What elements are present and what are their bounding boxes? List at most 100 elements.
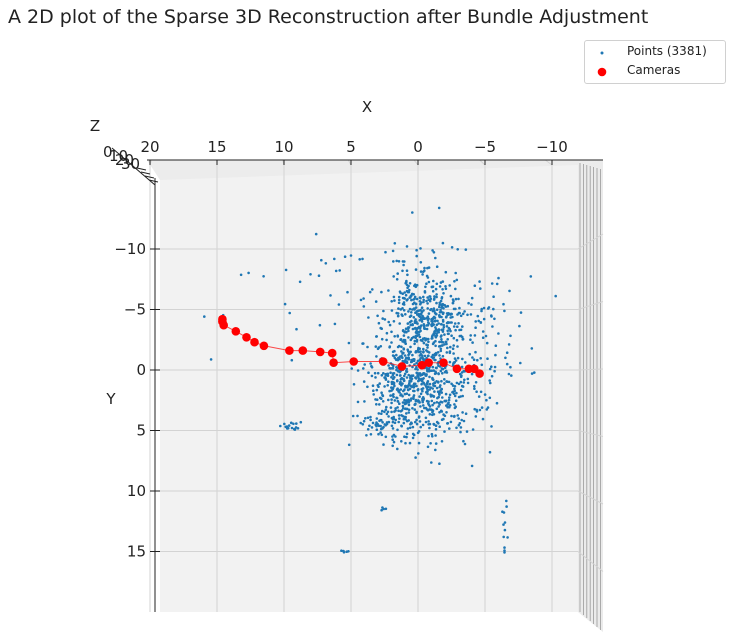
point-969 xyxy=(399,338,402,342)
point-641 xyxy=(414,420,417,424)
point-1219 xyxy=(503,309,506,313)
y-tick-label-2: 0 xyxy=(136,361,146,379)
point-1327 xyxy=(413,308,416,311)
point-1248 xyxy=(490,314,493,317)
camera-10 xyxy=(327,348,337,358)
point-1261 xyxy=(472,358,476,362)
point-1163 xyxy=(375,403,378,406)
point-514 xyxy=(447,326,451,330)
point-538 xyxy=(418,420,422,423)
point-837 xyxy=(449,420,453,424)
point-97 xyxy=(493,317,496,321)
point-179 xyxy=(433,297,436,301)
point-1194 xyxy=(286,427,289,430)
point-817 xyxy=(453,403,456,406)
point-841 xyxy=(433,381,436,384)
point-1388 xyxy=(503,549,506,552)
grid-line-right-3 xyxy=(577,430,604,437)
point-962 xyxy=(381,400,385,403)
point-526 xyxy=(435,401,439,404)
point-16 xyxy=(418,300,422,303)
point-700 xyxy=(422,351,425,354)
point-862 xyxy=(452,392,456,396)
point-1182 xyxy=(299,420,303,424)
point-662 xyxy=(385,405,388,409)
point-1210 xyxy=(470,296,474,300)
point-578 xyxy=(464,412,468,416)
point-319 xyxy=(435,323,439,327)
point-1317 xyxy=(427,280,431,284)
point-1197 xyxy=(293,427,297,431)
point-781 xyxy=(453,387,456,391)
point-539 xyxy=(462,419,466,423)
point-272 xyxy=(427,340,430,344)
point-773 xyxy=(351,414,355,418)
point-1347 xyxy=(405,299,409,302)
point-865 xyxy=(433,401,436,405)
point-1154 xyxy=(375,421,378,424)
point-1365 xyxy=(423,269,426,273)
point-410 xyxy=(431,353,435,357)
point-871 xyxy=(407,403,411,407)
point-1129 xyxy=(397,420,401,424)
point-1272 xyxy=(437,364,440,368)
point-359 xyxy=(444,287,448,291)
point-707 xyxy=(421,423,425,427)
point-1283 xyxy=(422,372,425,375)
point-71 xyxy=(442,292,445,295)
point-298 xyxy=(469,313,473,316)
point-391 xyxy=(423,290,427,293)
point-1136 xyxy=(361,423,365,426)
point-1165 xyxy=(400,424,404,428)
point-1078 xyxy=(395,368,398,372)
point-635 xyxy=(430,461,433,464)
grid-line-right-5 xyxy=(577,551,604,572)
point-856 xyxy=(434,442,438,445)
point-1296 xyxy=(440,440,444,443)
point-932 xyxy=(413,385,416,388)
point-586 xyxy=(445,411,448,414)
point-1067 xyxy=(405,330,408,334)
point-357 xyxy=(431,249,434,252)
point-1247 xyxy=(443,378,446,381)
point-495 xyxy=(410,336,414,340)
point-483 xyxy=(411,323,415,327)
point-1253 xyxy=(456,313,459,316)
point-1106 xyxy=(407,398,410,402)
point-1055 xyxy=(390,330,393,334)
point-1295 xyxy=(446,402,450,405)
point-1352 xyxy=(444,270,448,274)
point-881 xyxy=(461,411,464,414)
point-885 xyxy=(459,375,463,379)
point-1041 xyxy=(374,376,377,379)
point-787 xyxy=(474,415,478,418)
point-412 xyxy=(407,290,411,294)
z-tick-mark-3 xyxy=(148,179,159,183)
point-1119 xyxy=(392,354,396,358)
point-374 xyxy=(384,250,387,254)
point-521 xyxy=(395,373,399,377)
point-188 xyxy=(454,287,457,291)
point-765 xyxy=(427,354,430,358)
point-1303 xyxy=(443,414,447,418)
point-1396 xyxy=(342,549,345,553)
point-1115 xyxy=(401,356,404,360)
point-993 xyxy=(400,345,403,349)
camera-12 xyxy=(349,357,359,366)
point-868 xyxy=(415,422,419,426)
point-1023 xyxy=(375,388,379,392)
point-784 xyxy=(400,440,403,443)
point-1313 xyxy=(434,424,438,428)
point-651 xyxy=(425,382,429,385)
point-827 xyxy=(465,430,469,433)
point-1224 xyxy=(457,297,460,301)
point-984 xyxy=(390,341,393,344)
point-749 xyxy=(420,382,423,386)
point-643 xyxy=(429,442,432,445)
point-942 xyxy=(396,335,400,338)
point-1096 xyxy=(361,342,364,345)
point-401 xyxy=(456,325,459,329)
point-1220 xyxy=(490,425,493,428)
point-663 xyxy=(393,384,396,388)
point-891 xyxy=(475,410,479,413)
